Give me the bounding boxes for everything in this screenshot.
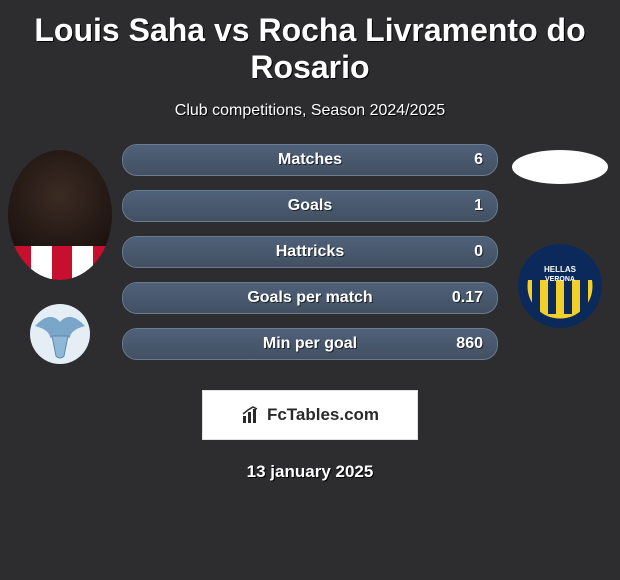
verona-shield-icon: HELLAS VERONA [518,244,602,328]
bar-chart-icon [241,405,261,425]
bar-label: Matches [278,151,342,169]
lazio-badge [30,304,90,364]
page-subtitle: Club competitions, Season 2024/2025 [0,102,620,120]
bar-value-right: 0 [474,243,483,261]
stat-bars: Matches 6 Goals 1 Hattricks 0 Goals per mat… [112,144,508,360]
bar-value-right: 6 [474,151,483,169]
bar-label: Goals [288,197,332,215]
jersey-stripe [31,246,52,280]
svg-text:VERONA: VERONA [545,276,575,283]
jersey-stripe [93,246,112,280]
bar-value-right: 860 [456,335,483,353]
branding-text: FcTables.com [267,405,379,425]
eagle-icon [30,304,90,364]
bar-matches: Matches 6 [122,144,498,176]
jersey-stripe [72,246,93,280]
bar-hattricks: Hattricks 0 [122,236,498,268]
left-column [8,144,112,364]
bar-label: Hattricks [276,243,344,261]
player-jersey [8,246,112,280]
hellas-verona-badge: HELLAS VERONA [518,244,602,328]
right-column: HELLAS VERONA [508,144,612,328]
player-photo [8,150,112,280]
jersey-stripe [8,246,31,280]
blank-player-oval [512,150,608,184]
footer-date: 13 january 2025 [0,462,620,482]
bar-min-per-goal: Min per goal 860 [122,328,498,360]
bar-label: Min per goal [263,335,357,353]
bar-value-right: 1 [474,197,483,215]
bar-label: Goals per match [247,289,372,307]
branding-box[interactable]: FcTables.com [202,390,418,440]
jersey-stripe [52,246,73,280]
bar-value-right: 0.17 [452,289,483,307]
bar-goals-per-match: Goals per match 0.17 [122,282,498,314]
page-title: Louis Saha vs Rocha Livramento do Rosari… [0,12,620,86]
bar-goals: Goals 1 [122,190,498,222]
svg-text:HELLAS: HELLAS [544,265,577,274]
